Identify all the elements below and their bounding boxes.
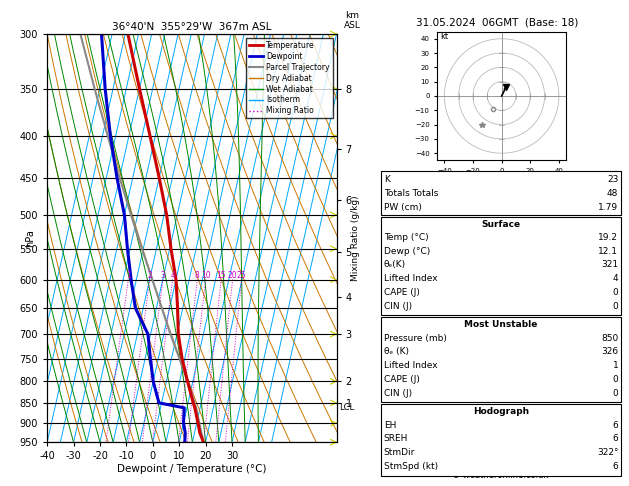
Text: km
ASL: km ASL — [344, 11, 361, 30]
Text: 0: 0 — [613, 302, 618, 311]
Text: 19.2: 19.2 — [598, 233, 618, 242]
Text: 321: 321 — [601, 260, 618, 270]
Text: 3: 3 — [160, 271, 165, 279]
Text: CIN (J): CIN (J) — [384, 389, 412, 398]
Text: 4: 4 — [613, 274, 618, 283]
Text: hPa: hPa — [25, 229, 35, 247]
Text: 850: 850 — [601, 333, 618, 343]
Text: 0: 0 — [613, 389, 618, 398]
Text: PW (cm): PW (cm) — [384, 203, 421, 211]
Text: 1: 1 — [613, 361, 618, 370]
Text: 48: 48 — [607, 189, 618, 198]
Text: 20: 20 — [228, 271, 237, 279]
Text: 1.79: 1.79 — [598, 203, 618, 211]
Text: 4: 4 — [170, 271, 175, 279]
Text: 23: 23 — [607, 175, 618, 184]
Text: Lifted Index: Lifted Index — [384, 361, 437, 370]
Text: © weatheronline.co.uk: © weatheronline.co.uk — [452, 471, 548, 480]
Text: 326: 326 — [601, 347, 618, 357]
Text: CIN (J): CIN (J) — [384, 302, 412, 311]
Text: 0: 0 — [613, 375, 618, 384]
Text: 6: 6 — [613, 462, 618, 471]
Text: CAPE (J): CAPE (J) — [384, 288, 420, 297]
X-axis label: Dewpoint / Temperature (°C): Dewpoint / Temperature (°C) — [117, 464, 267, 474]
Text: θₑ(K): θₑ(K) — [384, 260, 406, 270]
Text: Totals Totals: Totals Totals — [384, 189, 438, 198]
Text: Dewp (°C): Dewp (°C) — [384, 246, 430, 256]
Text: 15: 15 — [216, 271, 226, 279]
Text: 10: 10 — [201, 271, 211, 279]
Text: SREH: SREH — [384, 434, 408, 444]
Text: 6: 6 — [613, 420, 618, 430]
Text: 25: 25 — [237, 271, 247, 279]
Title: 36°40'N  355°29'W  367m ASL: 36°40'N 355°29'W 367m ASL — [112, 22, 272, 32]
Text: 322°: 322° — [597, 448, 618, 457]
Text: Mixing Ratio (g/kg): Mixing Ratio (g/kg) — [351, 195, 360, 281]
Text: 1: 1 — [126, 271, 131, 279]
Text: Temp (°C): Temp (°C) — [384, 233, 428, 242]
Text: kt: kt — [440, 32, 448, 41]
Text: 2: 2 — [147, 271, 152, 279]
Text: Pressure (mb): Pressure (mb) — [384, 333, 447, 343]
Text: StmDir: StmDir — [384, 448, 415, 457]
Text: K: K — [384, 175, 389, 184]
Text: StmSpd (kt): StmSpd (kt) — [384, 462, 438, 471]
Text: Most Unstable: Most Unstable — [464, 320, 538, 330]
Legend: Temperature, Dewpoint, Parcel Trajectory, Dry Adiabat, Wet Adiabat, Isotherm, Mi: Temperature, Dewpoint, Parcel Trajectory… — [247, 38, 333, 119]
Text: CAPE (J): CAPE (J) — [384, 375, 420, 384]
Text: 0: 0 — [613, 288, 618, 297]
Text: Lifted Index: Lifted Index — [384, 274, 437, 283]
Text: Surface: Surface — [481, 220, 521, 228]
Text: θₑ (K): θₑ (K) — [384, 347, 409, 357]
Text: 8: 8 — [195, 271, 199, 279]
Text: LCL: LCL — [340, 403, 355, 412]
Text: Hodograph: Hodograph — [473, 407, 529, 417]
Text: 12.1: 12.1 — [598, 246, 618, 256]
Text: 31.05.2024  06GMT  (Base: 18): 31.05.2024 06GMT (Base: 18) — [416, 17, 578, 27]
Text: EH: EH — [384, 420, 396, 430]
Text: 6: 6 — [613, 434, 618, 444]
